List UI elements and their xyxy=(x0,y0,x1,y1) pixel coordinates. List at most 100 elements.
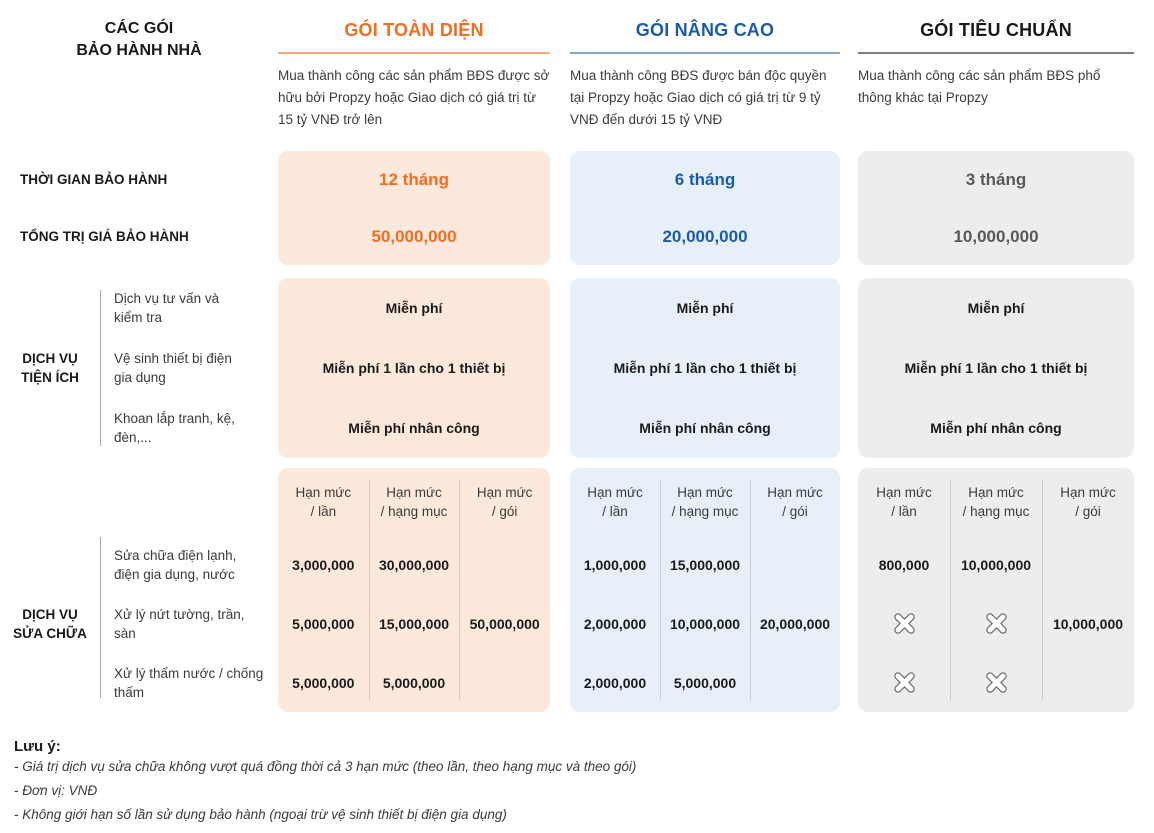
repair-value: 30,000,000 xyxy=(378,556,450,573)
warranty-period-value: 6 tháng xyxy=(674,169,736,189)
repair-value: 5,000,000 xyxy=(673,674,737,691)
utility-services-band: DỊCH VỤ TIỆN ÍCH Dịch vụ tư vấn và kiểm … xyxy=(0,278,1154,458)
not-included-icon xyxy=(893,613,915,634)
limit-per-visit-column: Hạn mức / lần 3,000,000 5,000,000 5,000,… xyxy=(278,468,369,712)
repair-item-label: Xử lý nứt tường, trần, sàn xyxy=(114,606,245,641)
package-name: GÓI NÂNG CAO xyxy=(635,20,775,40)
table-title-line2: BẢO HÀNH NHÀ xyxy=(76,42,202,59)
limit-per-visit-column: Hạn mức / lần 1,000,000 2,000,000 2,000,… xyxy=(570,468,660,712)
repair-value-per-package: 20,000,000 xyxy=(759,615,831,632)
not-included-icon xyxy=(985,672,1007,693)
not-included-cell xyxy=(858,594,950,653)
package-underline xyxy=(278,52,550,54)
repair-value: 5,000,000 xyxy=(292,674,355,691)
repair-value-per-package: 50,000,000 xyxy=(469,615,540,632)
repair-value: 3,000,000 xyxy=(292,556,355,573)
package-description: Mua thành công các sản phẩm BĐS phổ thôn… xyxy=(858,68,1101,105)
utility-value: Miễn phí nhân công xyxy=(930,420,1062,436)
repair-value: 5,000,000 xyxy=(292,615,355,632)
repair-value: 10,000,000 xyxy=(669,615,741,632)
limit-header: Hạn mức / lần xyxy=(295,484,352,519)
note-item: - Không giới hạn số lần sử dụng bảo hành… xyxy=(14,807,507,822)
package-underline xyxy=(858,52,1134,54)
repair-item-label: Sửa chữa điện lạnh, điện gia dụng, nước xyxy=(114,547,237,582)
repair-value: 800,000 xyxy=(878,556,930,573)
repair-panel-toan-dien: Hạn mức / lần 3,000,000 5,000,000 5,000,… xyxy=(278,468,550,712)
utility-value: Miễn phí 1 lần cho 1 thiết bị xyxy=(904,360,1088,376)
limit-header: Hạn mức / hạng mục xyxy=(380,484,448,519)
limit-per-category-column: Hạn mức / hạng mục 10,000,000 xyxy=(950,468,1042,712)
utility-value: Miễn phí xyxy=(967,300,1025,316)
repair-value: 10,000,000 xyxy=(960,556,1032,573)
repair-panel-tieu-chuan: Hạn mức / lần 800,000 xyxy=(858,468,1134,712)
repair-value: 5,000,000 xyxy=(382,674,446,691)
repair-value: 15,000,000 xyxy=(669,556,741,573)
utility-value: Miễn phí nhân công xyxy=(639,420,771,436)
note-item: - Giá trị dịch vụ sửa chữa không vượt qu… xyxy=(14,759,637,774)
utility-item-labels: Dịch vụ tư vấn và kiểm tra Vệ sinh thiết… xyxy=(100,278,265,458)
limit-header: Hạn mức / lần xyxy=(587,484,643,519)
limit-per-visit-column: Hạn mức / lần 800,000 xyxy=(858,468,950,712)
repair-value: 1,000,000 xyxy=(583,556,647,573)
notes-section: Lưu ý: - Giá trị dịch vụ sửa chữa không … xyxy=(0,738,1154,827)
repair-item-label: Xử lý thấm nước / chống thấm xyxy=(114,665,264,700)
not-included-cell xyxy=(858,653,950,712)
repair-section-labels: DỊCH VỤ SỬA CHỮA Sửa chữa điện lạnh, điệ… xyxy=(0,468,278,712)
repair-value: 2,000,000 xyxy=(583,615,647,632)
utility-section-title: DỊCH VỤ TIỆN ÍCH xyxy=(21,351,79,385)
summary-panel-tieu-chuan: 3 tháng 10,000,000 xyxy=(858,151,1134,265)
table-title: CÁC GÓI BẢO HÀNH NHÀ xyxy=(0,0,278,151)
repair-value-per-package: 10,000,000 xyxy=(1052,615,1124,632)
utility-item-label: Vệ sinh thiết bị điện gia dụng xyxy=(114,351,232,385)
summary-panel-nang-cao: 6 tháng 20,000,000 xyxy=(570,151,840,265)
limit-header: Hạn mức / gói xyxy=(767,484,823,519)
package-description: Mua thành công các sản phẩm BĐS được sở … xyxy=(278,68,550,127)
utility-section-labels: DỊCH VỤ TIỆN ÍCH Dịch vụ tư vấn và kiểm … xyxy=(0,278,278,458)
summary-panel-toan-dien: 12 tháng 50,000,000 xyxy=(278,151,550,265)
utility-panel-tieu-chuan: Miễn phí Miễn phí 1 lần cho 1 thiết bị M… xyxy=(858,278,1134,458)
utility-value: Miễn phí xyxy=(385,300,443,316)
utility-value: Miễn phí 1 lần cho 1 thiết bị xyxy=(322,360,506,376)
package-description: Mua thành công BĐS được bán độc quyền tạ… xyxy=(570,68,827,127)
limit-header: Hạn mức / gói xyxy=(476,484,533,519)
package-name: GÓI TOÀN DIỆN xyxy=(344,20,484,40)
utility-panel-toan-dien: Miễn phí Miễn phí 1 lần cho 1 thiết bị M… xyxy=(278,278,550,458)
summary-row-labels: THỜI GIAN BẢO HÀNH TỔNG TRỊ GIÁ BẢO HÀNH xyxy=(0,151,278,265)
limit-per-category-column: Hạn mức / hạng mục 30,000,000 15,000,000… xyxy=(368,468,460,712)
warranty-period-value: 3 tháng xyxy=(965,169,1027,189)
notes-title: Lưu ý: xyxy=(14,738,61,755)
limit-per-category-column: Hạn mức / hạng mục 15,000,000 10,000,000… xyxy=(660,468,750,712)
utility-value: Miễn phí 1 lần cho 1 thiết bị xyxy=(613,360,797,376)
limit-header: Hạn mức / hạng mục xyxy=(671,484,739,519)
repair-services-band: DỊCH VỤ SỬA CHỮA Sửa chữa điện lạnh, điệ… xyxy=(0,468,1154,712)
repair-value: 2,000,000 xyxy=(583,674,647,691)
repair-item-labels: Sửa chữa điện lạnh, điện gia dụng, nước … xyxy=(100,535,265,712)
limit-per-package-column: Hạn mức / gói 10,000,000 xyxy=(1042,468,1134,712)
repair-value: 15,000,000 xyxy=(378,615,450,632)
header-band: CÁC GÓI BẢO HÀNH NHÀ GÓI TOÀN DIỆN Mua t… xyxy=(0,0,1154,151)
not-included-cell xyxy=(950,653,1042,712)
package-name: GÓI TIÊU CHUẨN xyxy=(920,20,1072,40)
warranty-total-label: TỔNG TRỊ GIÁ BẢO HÀNH xyxy=(20,229,189,244)
not-included-cell xyxy=(950,594,1042,653)
package-underline xyxy=(570,52,840,54)
table-title-line1: CÁC GÓI xyxy=(104,20,174,37)
repair-panel-nang-cao: Hạn mức / lần 1,000,000 2,000,000 2,000,… xyxy=(570,468,840,712)
utility-item-label: Dịch vụ tư vấn và kiểm tra xyxy=(114,291,220,325)
warranty-total-value: 50,000,000 xyxy=(371,226,457,246)
limit-per-package-column: Hạn mức / gói 20,000,000 xyxy=(750,468,840,712)
limit-header: Hạn mức / hạng mục xyxy=(962,484,1030,519)
utility-panel-nang-cao: Miễn phí Miễn phí 1 lần cho 1 thiết bị M… xyxy=(570,278,840,458)
not-included-icon xyxy=(893,672,915,693)
not-included-icon xyxy=(985,613,1007,634)
repair-section-title: DỊCH VỤ SỬA CHỮA xyxy=(13,606,87,641)
package-header-nang-cao: GÓI NÂNG CAO Mua thành công BĐS được bán… xyxy=(570,0,840,151)
warranty-period-value: 12 tháng xyxy=(379,169,449,189)
limit-header: Hạn mức / lần xyxy=(876,484,932,519)
summary-band: THỜI GIAN BẢO HÀNH TỔNG TRỊ GIÁ BẢO HÀNH… xyxy=(0,151,1154,265)
note-item: - Đơn vị: VNĐ xyxy=(14,783,98,798)
limit-per-package-column: Hạn mức / gói 50,000,000 xyxy=(459,468,550,712)
utility-value: Miễn phí nhân công xyxy=(348,420,480,436)
warranty-total-value: 10,000,000 xyxy=(953,226,1039,246)
limit-header: Hạn mức / gói xyxy=(1060,484,1116,519)
